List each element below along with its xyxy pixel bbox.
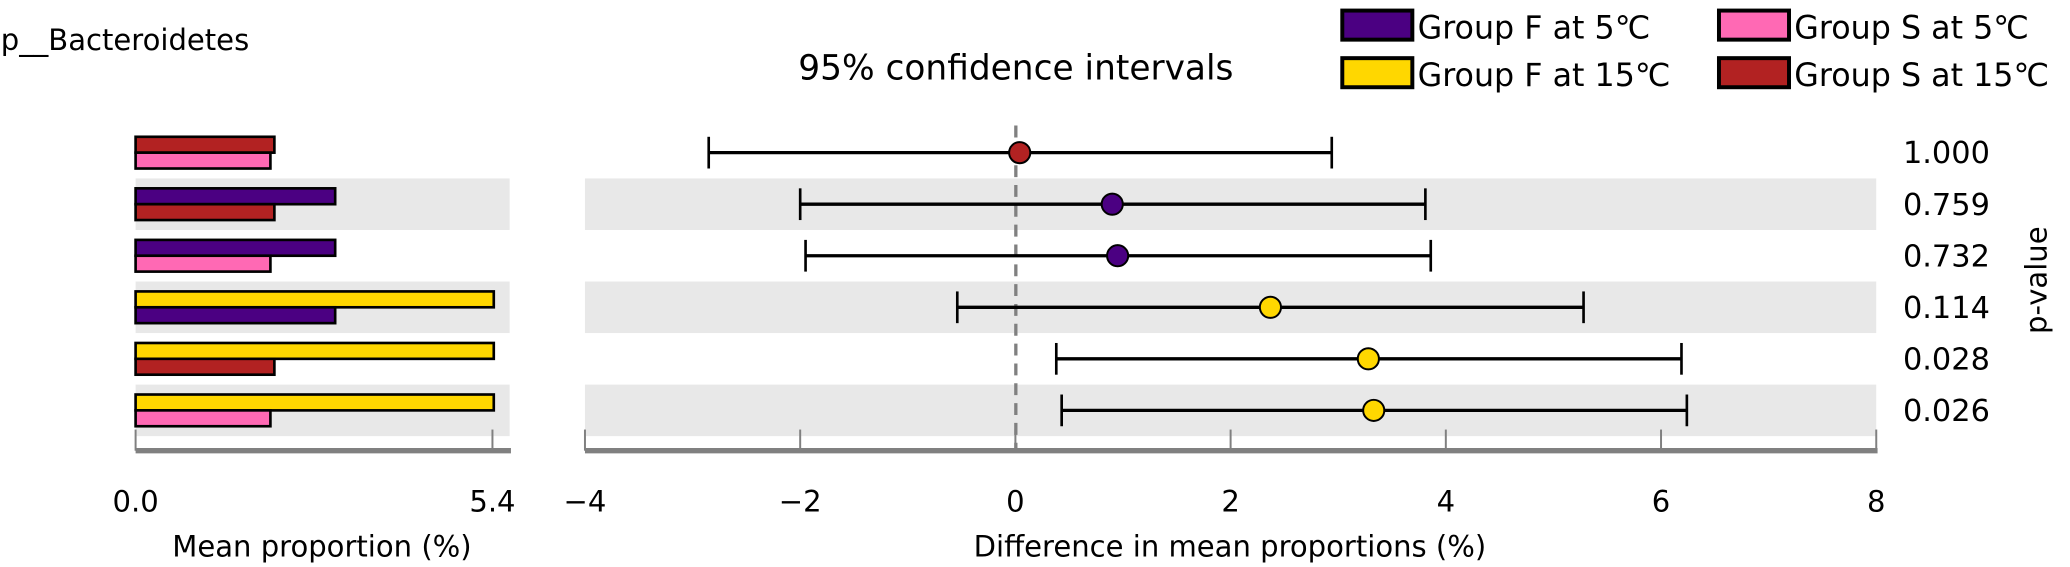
- mean-bar-S15: [134, 135, 276, 154]
- mean-bar-S15: [134, 202, 276, 222]
- chart-title: p__Bacteroidetes: [1, 23, 249, 57]
- difference-point: [1008, 141, 1032, 165]
- legend: Group F at 5℃ Group S at 5℃ Group F at 15℃…: [1340, 8, 2049, 94]
- axes: 0.0 5.4 −4 −2 0 2 4 6 8: [112, 429, 1885, 518]
- mean-proportion-tick-label: 5.4: [469, 484, 515, 518]
- confidence-intervals: 1.000 0.759 0.732 0.114 0.028 0.026: [707, 136, 1990, 429]
- pvalue-label: 0.732: [1903, 239, 1990, 274]
- mean-bar-F15: [134, 290, 496, 309]
- mean-bar-F15: [134, 393, 496, 412]
- ci-title: 95% confidence intervals: [798, 48, 1233, 88]
- difference-xlabel: Difference in mean proportions (%): [974, 529, 1487, 563]
- difference-point: [1100, 192, 1124, 216]
- mean-proportion-xlabel: Mean proportion (%): [172, 529, 471, 563]
- mean-bar-F5: [134, 187, 337, 206]
- difference-tick-label: 8: [1867, 484, 1885, 518]
- difference-tick-label: −2: [779, 484, 822, 518]
- legend-label: Group S at 15℃: [1794, 58, 2049, 94]
- difference-tick-label: −4: [564, 484, 607, 518]
- legend-label: Group F at 5℃: [1418, 10, 1651, 46]
- mean-proportion-bars: [134, 135, 496, 428]
- legend-label: Group F at 15℃: [1418, 58, 1671, 94]
- legend-swatch-F15: [1340, 56, 1415, 90]
- legend-swatch-F5: [1340, 8, 1415, 42]
- difference-point: [1258, 295, 1282, 319]
- mean-bar-S5: [134, 254, 272, 273]
- mean-bar-S15: [134, 357, 276, 377]
- mean-bar-F5: [134, 305, 337, 325]
- difference-tick-label: 0: [1006, 484, 1025, 518]
- mean-bar-F5: [134, 238, 337, 258]
- difference-point: [1106, 244, 1130, 268]
- mean-bar-F15: [134, 341, 496, 361]
- difference-tick-label: 6: [1652, 484, 1671, 518]
- difference-point: [1362, 398, 1386, 422]
- legend-label: Group S at 5℃: [1794, 10, 2029, 46]
- legend-swatch-S15: [1716, 56, 1791, 90]
- pvalue-label: 0.114: [1903, 291, 1990, 326]
- mean-bar-S5: [134, 151, 272, 170]
- pvalue-label: 0.026: [1903, 394, 1990, 429]
- legend-swatch-S5: [1716, 8, 1791, 42]
- mean-proportion-tick-label: 0.0: [112, 484, 158, 518]
- pvalue-label: 0.759: [1903, 188, 1990, 223]
- mean-bar-S5: [134, 409, 272, 428]
- difference-tick-label: 2: [1221, 484, 1240, 518]
- pvalue-axis-label: p-value: [2020, 226, 2054, 334]
- pvalue-label: 0.028: [1903, 342, 1990, 377]
- pvalue-label: 1.000: [1903, 136, 1990, 171]
- difference-tick-label: 4: [1437, 484, 1455, 518]
- difference-point: [1356, 347, 1380, 371]
